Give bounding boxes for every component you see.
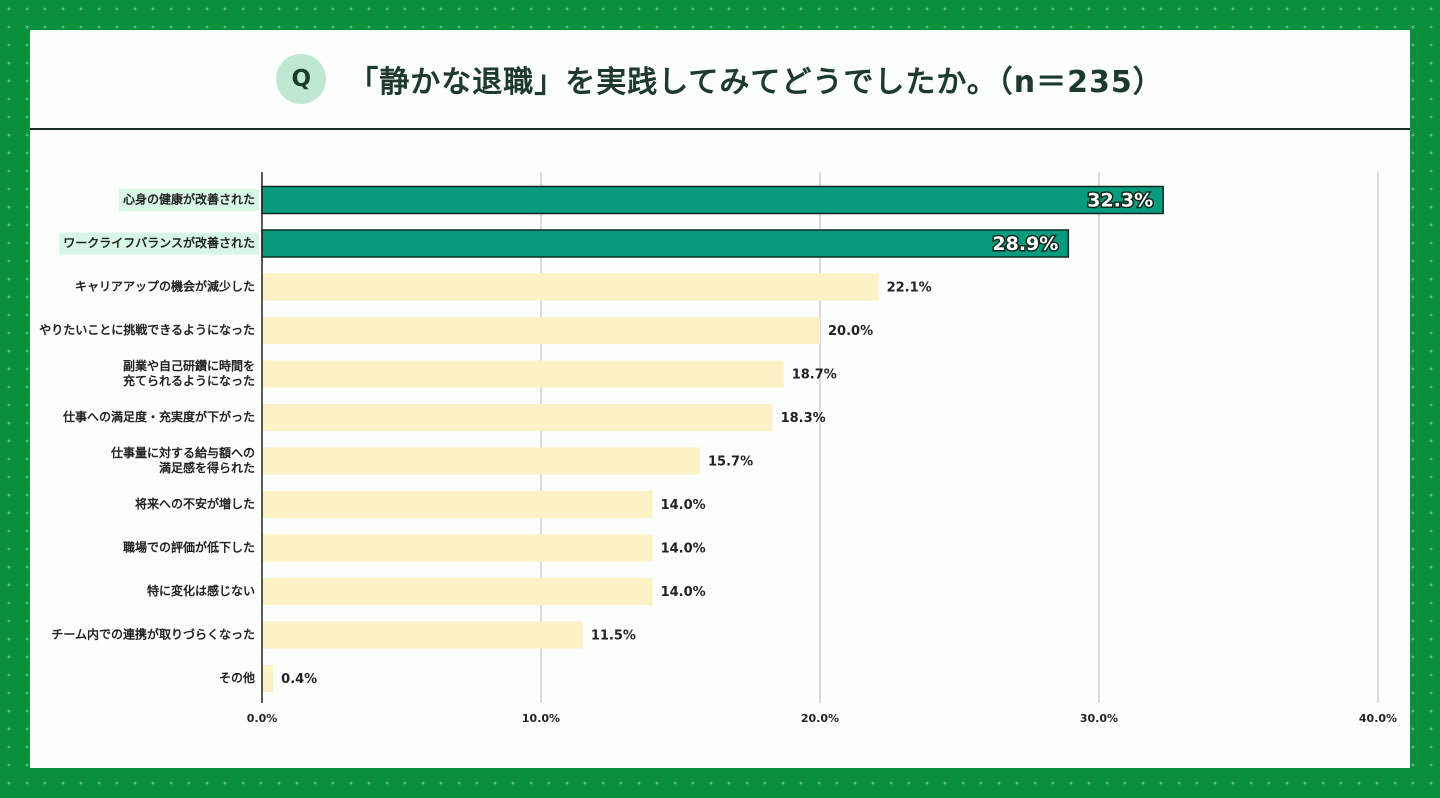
value-label: 14.0% — [661, 542, 706, 557]
bar — [262, 317, 820, 344]
category-label: 将来への不安が増した — [135, 496, 255, 511]
x-tick-label: 40.0% — [1359, 712, 1397, 725]
category-label: 仕事への満足度・充実度が下がった — [62, 409, 255, 424]
bar — [262, 447, 701, 475]
category-label: 特に変化は感じない — [147, 583, 255, 598]
category-label: その他 — [219, 670, 255, 685]
category-label: ワークライフバランスが改善された — [63, 235, 255, 250]
question-title: 「静かな退職」を実践してみてどうでしたか。（n＝235） — [348, 65, 1164, 100]
category-label-highlight — [118, 189, 259, 211]
value-label: 14.0% — [661, 585, 706, 600]
chart-card: Q 「静かな退職」を実践してみてどうでしたか。（n＝235） — [30, 30, 1410, 768]
bar — [262, 621, 583, 649]
category-label: 職場での評価が低下した — [123, 540, 255, 555]
question-header: Q 「静かな退職」を実践してみてどうでしたか。（n＝235） — [30, 30, 1410, 130]
bar — [262, 273, 879, 301]
bar — [262, 491, 653, 518]
value-label: 15.7% — [708, 455, 753, 470]
bar — [262, 360, 784, 388]
bar — [261, 185, 1164, 215]
x-tick-label: 10.0% — [522, 712, 560, 725]
bar — [262, 665, 274, 692]
category-label: 満足感を得られた — [159, 460, 255, 475]
value-label: 28.9% — [992, 233, 1058, 255]
value-label: 11.5% — [591, 629, 636, 644]
bar — [262, 578, 653, 605]
question-badge: Q — [276, 54, 327, 104]
category-label: 充てられるようになった — [123, 373, 255, 388]
value-label: 14.0% — [661, 498, 706, 513]
bar — [262, 404, 773, 431]
x-tick-label: 0.0% — [247, 712, 278, 725]
category-label: 副業や自己研鑽に時間を — [123, 358, 255, 373]
category-label-highlight — [59, 232, 259, 255]
category-label: チーム内での連携が取りづらくなった — [51, 627, 255, 642]
value-label: 20.0% — [828, 324, 873, 339]
value-label: 22.1% — [887, 281, 932, 296]
x-tick-label: 30.0% — [1080, 712, 1118, 725]
value-label: 0.4% — [281, 672, 317, 687]
category-label: キャリアアップの機会が減少した — [75, 279, 255, 294]
category-label: 心身の健康が改善された — [123, 192, 255, 207]
bar — [261, 229, 1070, 258]
value-label: 18.3% — [781, 411, 826, 426]
x-tick-label: 20.0% — [801, 712, 839, 725]
bar — [262, 534, 653, 562]
value-label: 18.7% — [792, 368, 837, 383]
value-label: 32.3% — [1087, 190, 1153, 212]
category-label: 仕事量に対する給与額への — [110, 445, 255, 460]
category-label: やりたいことに挑戦できるようになった — [39, 322, 255, 337]
